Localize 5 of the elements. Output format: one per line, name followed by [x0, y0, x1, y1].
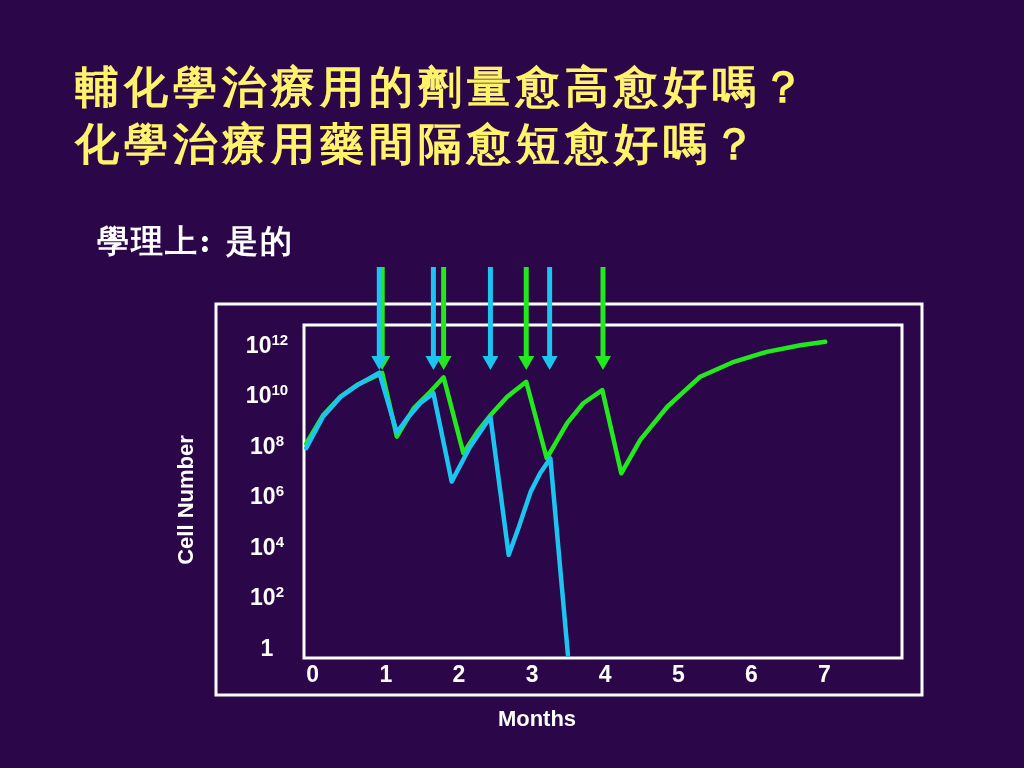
annotation: 學理上: 是的: [97, 222, 294, 260]
xlabel: Months: [497, 706, 577, 731]
title: 輔化學治療用的劑量愈高愈好嗎？: [75, 61, 810, 112]
ylabel: Cell Number: [173, 435, 198, 565]
subtitle: 化學治療用藥間隔愈短愈好嗎？: [75, 118, 761, 169]
